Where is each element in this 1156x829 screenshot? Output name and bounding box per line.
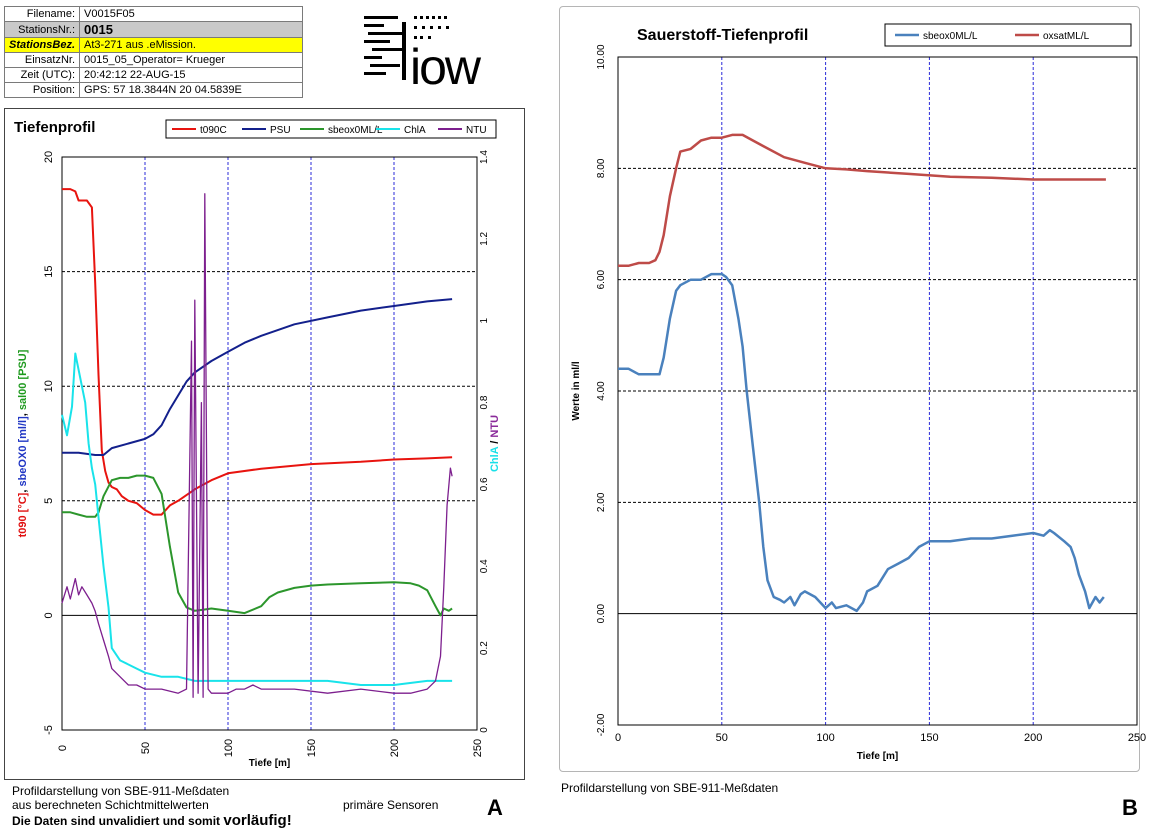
x-axis-label: Tiefe [m]: [249, 758, 291, 769]
panel-letter-b: B: [1122, 795, 1138, 820]
y-tick-label: 0.00: [596, 603, 607, 623]
legend-label-chla: ChlA: [404, 125, 426, 136]
footer-line-2: aus berechneten Schichtmittelwerten: [12, 798, 209, 812]
legend-label-sbeox0ml-l: sbeox0ML/L: [923, 31, 978, 42]
x-tick-label: 0: [57, 745, 69, 751]
y-tick-label: 5: [43, 498, 55, 504]
y2-tick-label: 1: [479, 317, 490, 323]
y2-axis-label: ChlA / NTU: [489, 415, 501, 472]
x-tick-label: 150: [306, 739, 318, 757]
footer-line-3-emphasis: vorläufig!: [223, 812, 292, 829]
x-tick-label: 250: [472, 739, 484, 757]
y2-tick-label: 0.4: [479, 559, 490, 573]
y2-axis-label-part: NTU: [489, 415, 501, 438]
footer-line-3-text: Die Daten sind unvalidiert und somit: [12, 814, 224, 828]
y-axis-label-part: sbeOX0 [ml/l]: [17, 416, 29, 487]
panel-a: Filename: V0015F05 StationsNr.: 0015 Sta…: [0, 0, 540, 829]
legend-label-psu: PSU: [270, 125, 291, 136]
y2-axis-label-part: ChlA: [489, 446, 501, 472]
chart-b-title: Sauerstoff-Tiefenprofil: [637, 27, 808, 44]
footer-primary-sensors: primäre Sensoren: [343, 798, 439, 812]
station-number-label: StationsNr.:: [3, 21, 81, 38]
chart-b-frame: [559, 6, 1140, 772]
y-axis-label-part: ,: [17, 487, 29, 493]
y2-tick-label: 0.2: [479, 641, 490, 655]
y-tick-label: 6.00: [596, 269, 607, 289]
position-label: Position:: [3, 82, 81, 98]
x-tick-label: 150: [920, 732, 938, 744]
chart-a-frame: [4, 108, 525, 780]
y-tick-label: 8.00: [596, 158, 607, 178]
legend-label-ntu: NTU: [466, 125, 487, 136]
y-axis-label-part: ,: [17, 410, 29, 416]
y-tick-label: -2.00: [596, 713, 607, 736]
y-tick-label: 20: [43, 151, 55, 163]
x-tick-label: 100: [223, 739, 235, 757]
y-tick-label: 10: [43, 380, 55, 392]
y2-tick-label: 0: [479, 727, 490, 733]
chart-a-title: Tiefenprofil: [14, 119, 95, 136]
y-axis-label: t090 [°C], sbeOX0 [ml/l], sal00 [PSU]: [17, 349, 29, 537]
y-tick-label: 2.00: [596, 492, 607, 512]
y2-axis-label-part: /: [489, 438, 501, 447]
series-line-sbeox0ml-l: [618, 272, 1105, 613]
x-tick-label: 50: [716, 732, 728, 744]
plot-area-border: [617, 56, 1138, 726]
y-tick-label: 4.00: [596, 381, 607, 401]
legend-label-sbeox0ml-l: sbeox0ML/L: [328, 125, 383, 136]
iow-logo: iow: [364, 16, 484, 90]
y-axis-label-part: t090 [°C]: [17, 492, 29, 537]
x-tick-label: 200: [1024, 732, 1042, 744]
legend-label-t090c: t090C: [200, 125, 227, 136]
x-tick-label: 250: [1128, 732, 1146, 744]
series-line-oxsatml-l: [618, 133, 1106, 268]
legend-label-oxsatml-l: oxsatML/L: [1043, 31, 1090, 42]
series-line-ntu: [61, 193, 453, 698]
station-designation-value: At3-271 aus .eMission.: [79, 37, 304, 53]
legend-box: [165, 119, 497, 139]
y2-tick-label: 1.4: [479, 150, 490, 164]
x-tick-label: 0: [615, 732, 621, 744]
station-info-table: Filename: V0015F05 StationsNr.: 0015 Sta…: [3, 6, 304, 98]
x-axis-label: Tiefe [m]: [857, 751, 899, 762]
y2-tick-label: 0.6: [479, 477, 490, 491]
x-tick-label: 200: [389, 739, 401, 757]
plot-area-border: [61, 156, 478, 731]
y2-tick-label: 1.2: [479, 231, 490, 245]
y-axis-label-part: sal00 [PSU]: [17, 349, 29, 410]
panel-b: 0 50 100 150 200 250 -2.00 0.00 2.00 4.00 6.00 8.00…: [553, 0, 1156, 829]
y-axis-label: Werte in ml/l: [571, 361, 582, 420]
legend-box: [884, 23, 1132, 47]
series-line-chla: [61, 352, 453, 686]
chart-b: 0 50 100 150 200 250 -2.00 0.00 2.00 4.00 6.00 8.00…: [571, 23, 1146, 762]
footer-b: Profildarstellung von SBE-911-Meßdaten: [561, 781, 779, 795]
position-value: GPS: 57 18.3844N 20 04.5839E: [79, 82, 304, 98]
y-tick-label: 15: [43, 265, 55, 277]
footer-line-1: Profildarstellung von SBE-911-Meßdaten: [12, 784, 230, 798]
y-tick-label: 0: [43, 612, 55, 618]
series-line-t090c: [62, 188, 453, 516]
x-tick-label: 100: [816, 732, 834, 744]
panel-letter-a: A: [487, 795, 503, 820]
logo-wordmark: iow: [410, 39, 482, 90]
y-tick-label: 10.00: [596, 44, 607, 69]
chart-a: 0 50 100 150 200 250-50510152000.20.40.60.811…: [14, 119, 501, 769]
x-tick-label: 50: [140, 742, 152, 754]
series-line-psu: [62, 298, 453, 456]
y-tick-label: -5: [43, 725, 55, 735]
y2-tick-label: 0.8: [479, 395, 490, 409]
deployment-number-label: EinsatzNr.: [3, 52, 81, 68]
footer-line-3: Die Daten sind unvalidiert und somit vor…: [12, 812, 292, 829]
